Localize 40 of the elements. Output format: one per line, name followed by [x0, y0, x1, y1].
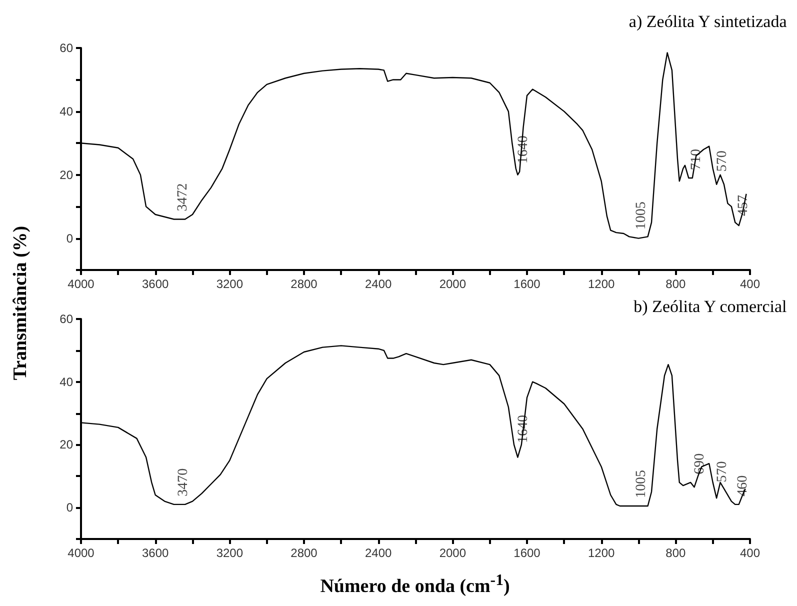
- x-tick-label: 3200: [216, 277, 244, 291]
- x-tick-label: 3600: [142, 277, 170, 291]
- x-tick-label: 2400: [364, 546, 392, 560]
- y-tick-label: 20: [60, 438, 74, 452]
- annotation: 690: [692, 453, 708, 474]
- x-tick-label: 1200: [588, 546, 616, 560]
- y-tick-label: 20: [60, 168, 74, 182]
- chart-title: b) Zeólita Y comercial: [634, 297, 788, 316]
- x-tick-label: 4000: [68, 277, 95, 291]
- y-tick-label: 60: [60, 312, 74, 326]
- annotation: 570: [714, 461, 730, 482]
- y-tick-label: 0: [66, 231, 74, 246]
- chart-title: a) Zeólita Y sintetizada: [628, 12, 788, 31]
- annotation: 460: [735, 475, 750, 496]
- annotation: 1005: [634, 470, 650, 498]
- annotation: 1005: [634, 202, 650, 230]
- x-tick-label: 1600: [514, 277, 541, 291]
- x-tick-label: 400: [740, 546, 760, 560]
- x-tick-label: 1600: [514, 546, 541, 560]
- y-tick-label: 40: [60, 374, 74, 389]
- x-tick-label: 3600: [142, 546, 170, 560]
- annotation: 570: [714, 150, 730, 172]
- x-tick-label: 800: [666, 277, 686, 291]
- annotation: 3472: [176, 183, 191, 212]
- y-tick-label: 40: [60, 104, 74, 118]
- x-tick-label: 800: [666, 546, 686, 560]
- y-axis-title: Transmitância (%): [10, 226, 32, 380]
- x-tick-label: 2000: [439, 546, 466, 560]
- annotation: 3470: [176, 468, 191, 496]
- x-tick-label: 400: [740, 277, 760, 291]
- x-tick-label: 2800: [290, 546, 318, 560]
- x-tick-label: 2800: [290, 277, 318, 291]
- x-tick-label: 2400: [364, 277, 392, 291]
- x-tick-label: 1200: [588, 277, 616, 291]
- x-tick-label: 3200: [216, 546, 244, 560]
- x-axis-title: Número de onda (cm$^{-1}$): [320, 572, 510, 598]
- y-tick-label: 0: [66, 500, 74, 515]
- x-tick-label: 4000: [68, 546, 95, 560]
- y-tick-label: 60: [60, 41, 74, 55]
- x-tick-label: 2000: [439, 277, 466, 291]
